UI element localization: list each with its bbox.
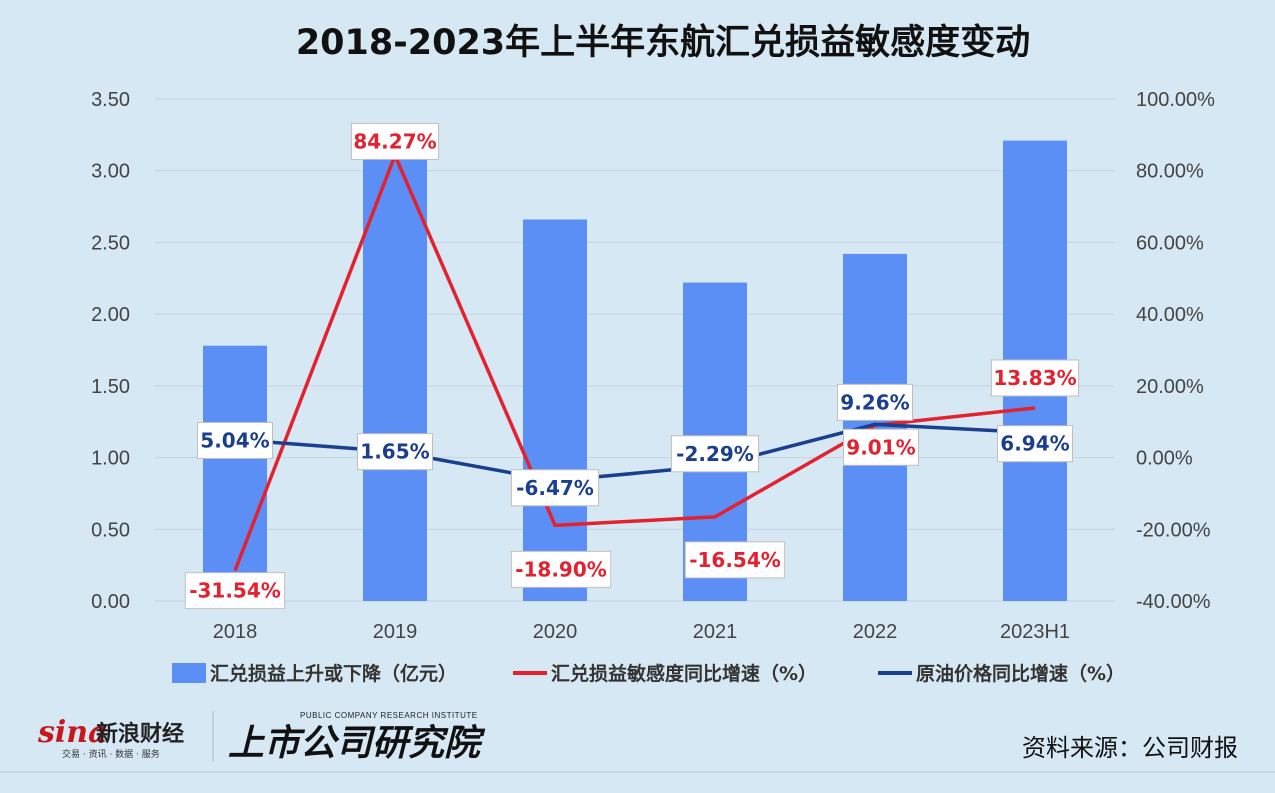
data-label-text: 9.26% (840, 390, 909, 414)
data-label-text: 84.27% (353, 129, 436, 153)
legend-label: 原油价格同比增速（%） (916, 662, 1125, 685)
data-label-text: -2.29% (676, 442, 754, 466)
data-label-box (184, 572, 286, 610)
right-tick-label: 60.00% (1136, 232, 1204, 254)
left-tick-label: 1.50 (91, 376, 130, 398)
bar (843, 253, 907, 601)
right-tick-label: 100.00% (1136, 89, 1215, 111)
data-label-box (684, 541, 786, 579)
left-tick-label: 0.00 (91, 591, 130, 613)
x-tick-label: 2023H1 (1000, 621, 1070, 643)
data-label-box (997, 425, 1073, 463)
data-label-text: -18.90% (515, 557, 607, 581)
institute-logo: PUBLIC COMPANY RESEARCH INSTITUTE 上市公司研究… (228, 711, 486, 764)
data-label-text: 6.94% (1000, 432, 1069, 456)
data-label-box (510, 469, 600, 507)
sina-logo-mark: sina (37, 715, 108, 750)
data-label-text: 9.01% (846, 435, 915, 459)
left-tick-label: 2.00 (91, 304, 130, 326)
left-tick-label: 1.00 (91, 448, 130, 470)
data-label-text: -31.54% (189, 579, 281, 603)
legend-label: 汇兑损益上升或下降（亿元） (210, 662, 457, 685)
oil-price-label: -6.47% (510, 469, 600, 507)
data-label-box (837, 383, 913, 421)
fx-sensitivity-line (233, 153, 1036, 572)
oil-price-label: 9.26% (837, 383, 913, 421)
data-label-box (510, 550, 612, 588)
left-tick-label: 2.50 (91, 232, 130, 254)
right-axis: -40.00% -20.00% 0.00% 20.00% 40.00% 60.00% 80.… (1136, 89, 1215, 613)
data-label-box (357, 433, 433, 471)
legend-label: 汇兑损益敏感度同比增速（%） (551, 662, 817, 685)
legend-item: 汇兑损益敏感度同比增速（%） (513, 662, 817, 685)
fx-sensitivity-label: -31.54% (184, 572, 286, 610)
gridlines (155, 98, 1115, 602)
chart-title: 2018-2023年上半年东航汇兑损益敏感度变动 (296, 22, 1030, 63)
legend: 汇兑损益上升或下降（亿元） 汇兑损益敏感度同比增速（%） 原油价格同比增速（%） (172, 662, 1125, 685)
oil-price-label: 5.04% (197, 421, 273, 459)
right-tick-label: -20.00% (1136, 519, 1211, 541)
line-series: -31.54% 84.27% -18.90% -16.54% 9.01% 13.83% 5.… (184, 122, 1080, 610)
bar (363, 130, 427, 601)
sina-logo-text: 新浪财经 (96, 721, 184, 747)
data-label-text: 1.65% (360, 440, 429, 464)
left-axis: 0.00 0.50 1.00 1.50 2.00 2.50 3.00 3.50 (91, 89, 130, 613)
x-tick-label: 2021 (693, 621, 738, 643)
institute-logo-english: PUBLIC COMPANY RESEARCH INSTITUTE (300, 711, 478, 720)
right-tick-label: 40.00% (1136, 304, 1204, 326)
sina-logo-slogan: 交易 · 资讯 · 数据 · 服务 (62, 748, 160, 760)
data-label-text: -6.47% (516, 476, 594, 500)
x-tick-label: 2019 (373, 621, 418, 643)
institute-logo-text: 上市公司研究院 (228, 722, 486, 764)
data-label-box (197, 421, 273, 459)
x-axis: 2018 2019 2020 2021 2022 2023H1 (213, 621, 1070, 643)
fx-sensitivity-label: -16.54% (684, 541, 786, 579)
right-tick-label: 80.00% (1136, 161, 1204, 183)
fx-sensitivity-label: 84.27% (350, 122, 440, 160)
data-label-text: 5.04% (200, 428, 269, 452)
data-label-text: 13.83% (993, 366, 1076, 390)
oil-price-label: -2.29% (670, 435, 760, 473)
oil-price-label: 6.94% (997, 425, 1073, 463)
data-label-box (843, 428, 919, 466)
source-note: 资料来源：公司财报 (1022, 734, 1238, 762)
x-tick-label: 2020 (533, 621, 578, 643)
left-tick-label: 3.50 (91, 89, 130, 111)
right-tick-label: 20.00% (1136, 376, 1204, 398)
bar-series (203, 130, 1067, 602)
x-tick-label: 2022 (853, 621, 898, 643)
bar (523, 219, 587, 602)
left-tick-label: 0.50 (91, 519, 130, 541)
legend-swatch (172, 663, 206, 683)
right-tick-label: 0.00% (1136, 448, 1193, 470)
oil-price-label: 1.65% (357, 433, 433, 471)
data-label-box (990, 359, 1080, 397)
data-label-box (670, 435, 760, 473)
x-tick-label: 2018 (213, 621, 258, 643)
left-tick-label: 3.00 (91, 161, 130, 183)
sina-logo: sina 新浪财经 交易 · 资讯 · 数据 · 服务 (37, 715, 184, 760)
fx-sensitivity-label: 9.01% (843, 428, 919, 466)
data-label-box (350, 122, 440, 160)
bar (203, 345, 267, 601)
legend-item: 原油价格同比增速（%） (878, 662, 1125, 685)
data-label-text: -16.54% (689, 548, 781, 572)
fx-sensitivity-label: 13.83% (990, 359, 1080, 397)
legend-item: 汇兑损益上升或下降（亿元） (172, 662, 457, 685)
right-tick-label: -40.00% (1136, 591, 1211, 613)
fx-sensitivity-label: -18.90% (510, 550, 612, 588)
